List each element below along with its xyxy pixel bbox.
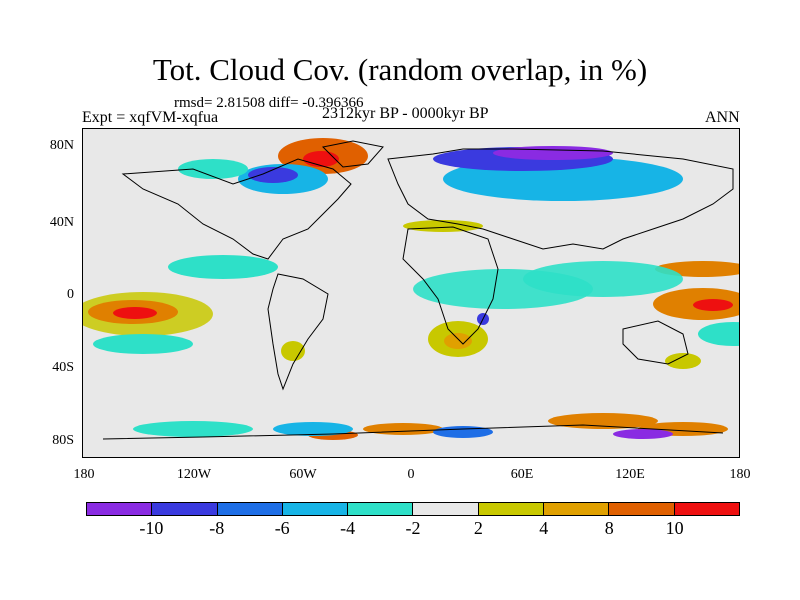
colorbar-swatch xyxy=(478,503,545,515)
colorbar xyxy=(86,502,740,516)
plot-title: Tot. Cloud Cov. (random overlap, in %) xyxy=(152,52,648,87)
colorbar-label: 4 xyxy=(539,518,549,538)
experiment-label: Expt = xqfVM-xqfua xyxy=(82,109,219,126)
lon-tick-0: 0 xyxy=(407,467,415,482)
colorbar-swatch xyxy=(544,503,610,515)
cloud-cover-anomaly-map xyxy=(83,138,739,440)
time-period-label: 2312kyr BP - 0000kyr BP xyxy=(322,105,489,122)
colorbar-swatch xyxy=(674,503,739,515)
lat-tick-80n: 80N xyxy=(49,138,74,153)
colorbar-swatch xyxy=(87,503,153,515)
colorbar-label: -6 xyxy=(274,518,290,538)
colorbar-swatch xyxy=(413,503,479,515)
lat-tick-40s: 40S xyxy=(52,360,74,375)
lon-tick-60e: 60E xyxy=(510,467,534,482)
colorbar-swatch xyxy=(217,503,283,515)
season-label: ANN xyxy=(705,109,740,126)
colorbar-label: -4 xyxy=(340,518,356,538)
colorbar-swatch xyxy=(348,503,414,515)
lon-tick-180e: 180 xyxy=(729,467,751,482)
colorbar-swatch xyxy=(152,503,218,515)
lon-tick-120w: 120W xyxy=(176,467,212,482)
lon-tick-120e: 120E xyxy=(615,467,645,482)
colorbar-label: -2 xyxy=(405,518,421,538)
lat-tick-0: 0 xyxy=(67,287,74,302)
map-panel xyxy=(82,128,740,458)
colorbar-label: 2 xyxy=(473,518,483,538)
colorbar-label: -8 xyxy=(209,518,225,538)
negative-anomaly-areas xyxy=(93,146,739,439)
coastlines xyxy=(102,140,734,440)
colorbar-label: 10 xyxy=(665,518,684,538)
colorbar-label: 8 xyxy=(604,518,614,538)
lat-tick-40n: 40N xyxy=(49,215,74,230)
colorbar-label: -10 xyxy=(139,518,164,538)
colorbar-swatch xyxy=(282,503,349,515)
lon-tick-180w: 180 xyxy=(73,467,95,482)
colorbar-swatch xyxy=(609,503,675,515)
rmsd-diff-stats: rmsd= 2.81508 diff= -0.396366 xyxy=(174,95,364,111)
lat-tick-80s: 80S xyxy=(52,433,74,448)
lon-tick-60w: 60W xyxy=(289,467,317,482)
